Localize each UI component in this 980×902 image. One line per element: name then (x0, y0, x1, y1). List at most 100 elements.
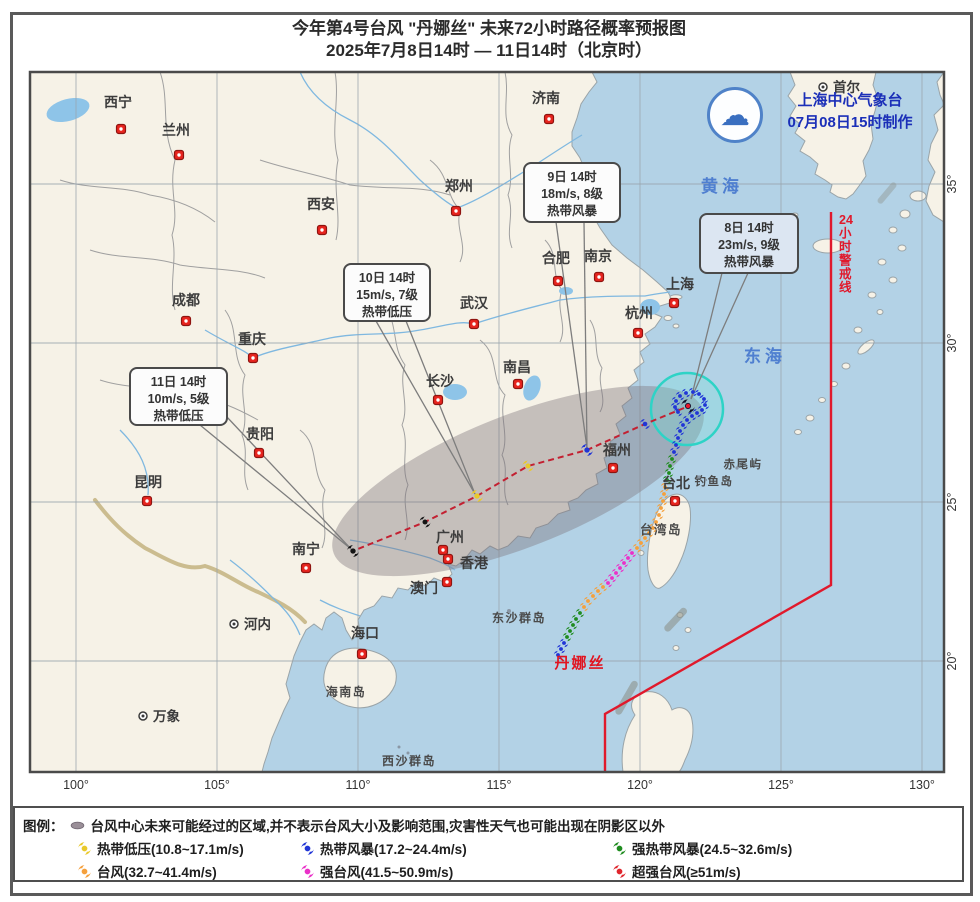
lon-axis-label: 100° (63, 778, 89, 792)
landmass-honshu-corner (936, 72, 944, 105)
probability-region-icon (70, 821, 84, 829)
legend-item-label: 热带风暴(17.2~24.4m/s) (320, 842, 467, 857)
lat-axis-label: 25° (945, 493, 959, 512)
callout-text: 9日 14时 (547, 169, 597, 184)
legend-item-label: 强台风(41.5~50.9m/s) (320, 865, 454, 880)
city: 海口 (351, 625, 379, 660)
islet-dot (697, 475, 701, 479)
city-label: 长沙 (426, 373, 454, 389)
city-label: 郑州 (445, 178, 473, 194)
city-label: 海口 (351, 625, 379, 641)
island-jeju (812, 238, 844, 254)
legend-item: 热带风暴(17.2~24.4m/s) (300, 838, 612, 858)
city: 南京 (584, 248, 612, 283)
city: 澳门 (410, 576, 453, 596)
capital: 河内 (229, 616, 271, 632)
lat-axis-label: 20° (945, 652, 959, 671)
lon-axis-label: 110° (346, 778, 371, 792)
lakes (46, 97, 660, 401)
typhoon-category-icon (613, 864, 626, 878)
city: 广州 (436, 529, 464, 556)
city: 南宁 (292, 541, 320, 574)
city-label: 重庆 (238, 331, 266, 347)
lon-axis-label: 120° (627, 778, 653, 792)
city-label: 福州 (602, 442, 631, 458)
islet-dot (735, 466, 739, 470)
city: 南昌 (503, 359, 531, 390)
city: 西安 (307, 196, 335, 236)
typhoon-category-icon (613, 841, 626, 855)
city: 台北 (662, 475, 690, 507)
24h-warning-line (603, 212, 833, 772)
city-label: 济南 (532, 90, 560, 106)
city: 合肥 (542, 250, 570, 287)
sea-label: 东海 (744, 346, 786, 366)
city-label: 成都 (172, 292, 200, 308)
callout-text: 热带低压 (153, 408, 204, 423)
lat-axis-label: 35° (945, 175, 959, 194)
city: 武汉 (460, 295, 489, 330)
city: 香港 (442, 553, 489, 571)
city: 济南 (532, 90, 560, 125)
city-label: 西安 (307, 196, 335, 212)
islet-dot (704, 478, 708, 482)
islet-dot (397, 745, 401, 749)
title-line1: 今年第4号台风 "丹娜丝" 未来72小时路径概率预报图 (292, 19, 686, 38)
city: 成都 (172, 292, 200, 327)
city: 长沙 (426, 373, 454, 406)
agency-name: 上海中心气象台 (797, 92, 903, 109)
legend-item-label: 超强台风(≥51m/s) (632, 865, 741, 880)
callout-text: 热带低压 (362, 304, 413, 319)
city: 杭州 (625, 305, 653, 339)
ryukyu-islands (794, 190, 927, 435)
city: 上海 (666, 276, 694, 309)
callout-leader (690, 272, 749, 400)
province-borders (59, 72, 604, 549)
legend-item-label: 台风(32.7~41.4m/s) (97, 865, 217, 880)
international-border (93, 498, 307, 624)
city-label: 南宁 (292, 541, 320, 557)
geo-label: 西沙群岛 (382, 753, 436, 768)
geo-label: 钓鱼岛 (695, 474, 734, 488)
warning-line-label: 24 小时警戒线 (838, 213, 853, 295)
city-label: 贵阳 (246, 426, 274, 442)
current-position-center (685, 403, 691, 409)
island-hainan (323, 647, 397, 709)
title-line2: 2025年7月8日14时 — 11日14时（北京时） (326, 41, 652, 60)
legend-item: 台风(32.7~41.4m/s) (77, 861, 300, 881)
geo-label: 赤尾屿 (724, 457, 763, 471)
city: 福州 (602, 442, 631, 474)
lon-axis-label: 130° (909, 778, 935, 792)
legend-item: 热带低压(10.8~17.1m/s) (77, 838, 300, 858)
callout-text: 热带风暴 (547, 203, 598, 218)
callout-text: 8日 14时 (724, 220, 774, 235)
city-label: 杭州 (625, 305, 653, 321)
callout-text: 15m/s, 7级 (356, 287, 418, 302)
city-label: 昆明 (134, 474, 162, 490)
city: 兰州 (162, 122, 190, 161)
capital-label: 河内 (244, 616, 271, 632)
lon-axis-label: 125° (768, 778, 794, 792)
city-label: 兰州 (162, 122, 190, 138)
sea-label: 黄海 (701, 176, 743, 196)
city-label: 南京 (584, 248, 612, 264)
callout-leader (583, 221, 588, 449)
callout-leader (555, 221, 588, 449)
typhoon-category-icon (301, 864, 314, 878)
city: 西宁 (104, 94, 132, 135)
typhoon-category-icon (301, 841, 314, 855)
agency-block: 上海中心气象台 07月08日15时制作 (770, 90, 930, 134)
landmass-kyushu (925, 104, 944, 223)
callout-text: 热带风暴 (724, 254, 775, 269)
legend-item: 强热带风暴(24.5~32.6m/s) (612, 838, 792, 858)
70pct-probability-circle (649, 371, 725, 447)
legend-item-label: 强热带风暴(24.5~32.6m/s) (632, 842, 793, 857)
legend-region-note: 台风中心未来可能经过的区域,并不表示台风大小及影响范围,灾害性天气也可能出现在阴… (90, 819, 666, 834)
geo-label: 海南岛 (326, 684, 367, 699)
legend-item-label: 热带低压(10.8~17.1m/s) (97, 842, 244, 857)
lon-axis-label: 105° (204, 778, 230, 792)
